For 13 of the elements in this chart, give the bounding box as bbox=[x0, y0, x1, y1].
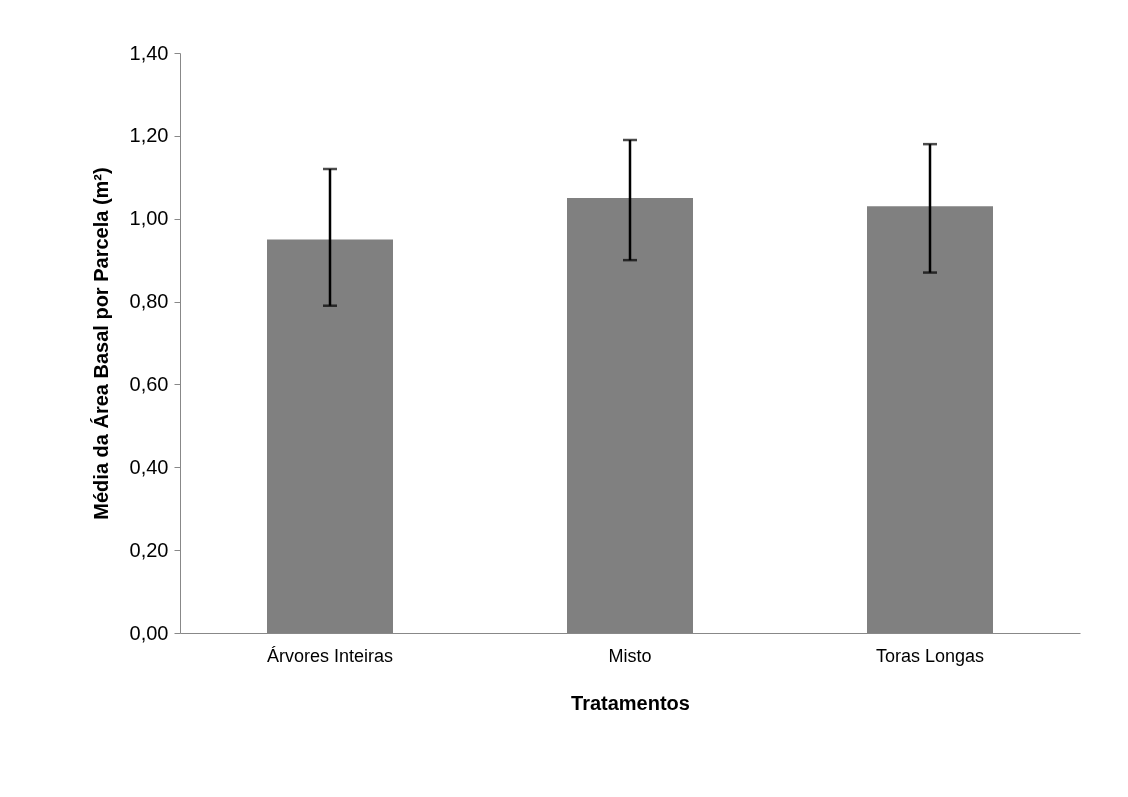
y-tick-label: 1,20 bbox=[129, 124, 169, 147]
y-tick-label: 1,40 bbox=[129, 41, 169, 64]
y-tick-label: 0,60 bbox=[129, 372, 169, 395]
y-tick-label: 0,80 bbox=[129, 290, 169, 313]
y-tick-label: 0,20 bbox=[129, 538, 169, 561]
x-tick-label: Árvores Inteiras bbox=[266, 645, 394, 666]
x-tick-label: Misto bbox=[608, 645, 652, 666]
y-axis-title: Média da Área Basal por Parcela (m²) bbox=[89, 167, 112, 520]
x-tick-label: Toras Longas bbox=[875, 645, 985, 666]
y-tick-label: 0,40 bbox=[129, 455, 169, 478]
x-axis-title: Tratamentos bbox=[571, 691, 690, 714]
y-tick-label: 1,00 bbox=[129, 207, 169, 230]
y-tick-label: 0,00 bbox=[129, 621, 169, 644]
